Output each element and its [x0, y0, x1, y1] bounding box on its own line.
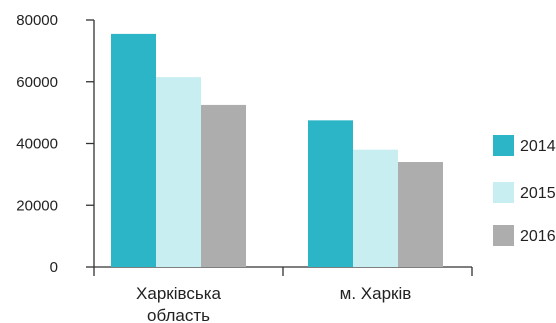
bar-2014-0: [111, 33, 156, 267]
y-tick-label: 60000: [16, 74, 58, 91]
bar-2016-0: [201, 104, 246, 267]
legend-swatch-2015: [493, 182, 514, 203]
category-label-line: м. Харків: [340, 284, 412, 303]
category-label-line: Харківська: [136, 284, 221, 303]
y-tick-label: 20000: [16, 197, 58, 214]
bar-2014-1: [308, 120, 353, 267]
legend-label-2015: 2015: [520, 185, 556, 202]
legend-swatch-2016: [493, 225, 514, 246]
x-axis: Харківська область м. Харків: [93, 266, 473, 323]
legend: 2014 2015 2016: [493, 135, 556, 246]
bar-2016-1: [398, 162, 443, 267]
category-label-line: область: [147, 306, 210, 323]
y-tick-label: 80000: [16, 12, 58, 29]
y-axis: 0 20000 40000 60000 80000: [16, 12, 95, 276]
category-label: м. Харків: [340, 284, 412, 303]
legend-label-2016: 2016: [520, 228, 556, 245]
bar-2015-1: [353, 149, 398, 267]
bar-2015-0: [156, 77, 201, 268]
y-tick-label: 0: [50, 259, 58, 276]
legend-label-2014: 2014: [520, 138, 556, 155]
category-label: Харківська область: [136, 284, 221, 323]
legend-swatch-2014: [493, 135, 514, 156]
y-tick-label: 40000: [16, 136, 58, 153]
bars: [111, 33, 443, 268]
